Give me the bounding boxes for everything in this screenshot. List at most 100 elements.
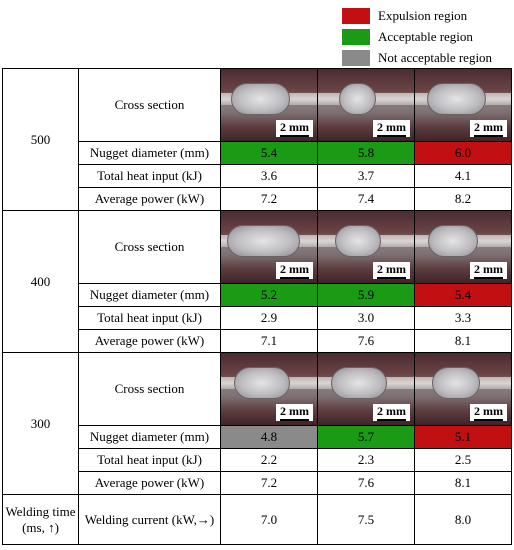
cross-section-image: 2 mm — [318, 353, 414, 425]
heat-input-value: 3.3 — [414, 306, 512, 330]
legend-swatch-not-acceptable — [342, 49, 370, 66]
average-power-value: 7.1 — [220, 329, 318, 353]
row-cross-section: 300 Cross section 2 mm 2 mm 2 mm — [2, 352, 512, 495]
nugget-diameter-value: 5.4 — [220, 141, 318, 165]
cross-section-image: 2 mm — [221, 211, 317, 283]
welding-results-table: 500 Cross section 2 mm 2 mm 2 mm Nugget diame… — [2, 68, 512, 545]
welding-current-value: 8.0 — [414, 494, 512, 545]
scale-label: 2 mm — [474, 404, 503, 418]
heat-input-value: 3.7 — [317, 164, 415, 188]
weld-nugget — [426, 83, 487, 115]
nugget-diameter-value: 5.8 — [317, 141, 415, 165]
legend: Expulsion region Acceptable region Not a… — [342, 5, 512, 68]
scale-label: 2 mm — [377, 262, 406, 276]
average-power-value: 7.6 — [317, 329, 415, 353]
label-average-power: Average power (kW) — [78, 471, 221, 495]
heat-input-value: 2.2 — [220, 448, 318, 472]
heat-input-value: 3.6 — [220, 164, 318, 188]
label-cross-section: Cross section — [78, 68, 221, 142]
average-power-value: 8.1 — [414, 329, 512, 353]
scale-label: 2 mm — [377, 120, 406, 134]
weld-nugget — [230, 83, 291, 115]
scale-bar-line — [280, 277, 309, 279]
scale-bar-line — [474, 135, 503, 137]
scale-bar: 2 mm — [373, 120, 410, 137]
weld-nugget — [432, 367, 481, 399]
scale-bar-line — [377, 135, 406, 137]
label-cross-section: Cross section — [78, 210, 221, 284]
legend-label-acceptable: Acceptable region — [378, 28, 473, 44]
legend-item-acceptable: Acceptable region — [342, 26, 512, 47]
nugget-diameter-value: 5.1 — [414, 425, 512, 449]
row-average-power: Average power (kW) 7.1 7.6 8.1 — [3, 329, 512, 353]
scale-label: 2 mm — [474, 262, 503, 276]
cross-section-image: 2 mm — [415, 69, 511, 141]
scale-bar: 2 mm — [276, 262, 313, 279]
scale-bar-line — [280, 419, 309, 421]
cross-section-image: 2 mm — [415, 353, 511, 425]
cross-section-cell: 2 mm — [317, 68, 415, 142]
label-heat-input: Total heat input (kJ) — [78, 164, 221, 188]
scale-bar: 2 mm — [470, 404, 507, 421]
cross-section-cell: 2 mm — [220, 68, 318, 142]
weld-nugget — [339, 83, 376, 115]
heat-input-value: 2.3 — [317, 448, 415, 472]
average-power-value: 7.2 — [220, 187, 318, 211]
scale-bar-line — [377, 419, 406, 421]
scale-bar: 2 mm — [470, 262, 507, 279]
label-nugget-diameter: Nugget diameter (mm) — [78, 283, 221, 307]
weld-nugget — [234, 367, 291, 399]
nugget-diameter-value: 5.9 — [317, 283, 415, 307]
cross-section-cell: 2 mm — [414, 352, 512, 426]
heat-input-value: 4.1 — [414, 164, 512, 188]
cross-section-cell: 2 mm — [220, 210, 318, 284]
cross-section-cell: 2 mm — [414, 210, 512, 284]
average-power-value: 7.6 — [317, 471, 415, 495]
cross-section-image: 2 mm — [221, 69, 317, 141]
legend-label-expulsion: Expulsion region — [378, 7, 468, 23]
scale-bar: 2 mm — [276, 404, 313, 421]
row-footer: Welding time (ms, ↑) Welding current (kW,… — [2, 494, 512, 545]
nugget-diameter-value: 5.2 — [220, 283, 318, 307]
cross-section-cell: 2 mm — [220, 352, 318, 426]
scale-bar-line — [474, 419, 503, 421]
scale-bar: 2 mm — [470, 120, 507, 137]
legend-item-expulsion: Expulsion region — [342, 5, 512, 26]
legend-swatch-expulsion — [342, 7, 370, 24]
cross-section-image: 2 mm — [415, 211, 511, 283]
nugget-diameter-value: 6.0 — [414, 141, 512, 165]
average-power-value: 8.1 — [414, 471, 512, 495]
welding-time-cell: 300 — [2, 352, 79, 495]
row-average-power: Average power (kW) 7.2 7.4 8.2 — [3, 187, 512, 211]
weld-nugget — [335, 225, 382, 257]
legend-swatch-acceptable — [342, 28, 370, 45]
cross-section-image: 2 mm — [221, 353, 317, 425]
welding-time-cell: 500 — [2, 68, 79, 211]
nugget-diameter-value: 5.4 — [414, 283, 512, 307]
scale-bar-line — [474, 277, 503, 279]
scale-label: 2 mm — [280, 262, 309, 276]
scale-label: 2 mm — [280, 120, 309, 134]
scale-label: 2 mm — [474, 120, 503, 134]
row-heat-input: Total heat input (kJ) 2.2 2.3 2.5 — [3, 448, 512, 472]
welding-current-value: 7.0 — [220, 494, 318, 545]
label-average-power: Average power (kW) — [78, 329, 221, 353]
scale-bar: 2 mm — [373, 262, 410, 279]
welding-current-header: Welding current (kW,→) — [78, 494, 221, 545]
label-heat-input: Total heat input (kJ) — [78, 448, 221, 472]
heat-input-value: 3.0 — [317, 306, 415, 330]
cross-section-cell: 2 mm — [317, 352, 415, 426]
heat-input-value: 2.9 — [220, 306, 318, 330]
cross-section-image: 2 mm — [318, 69, 414, 141]
welding-current-value: 7.5 — [317, 494, 415, 545]
weld-nugget — [428, 225, 479, 257]
label-nugget-diameter: Nugget diameter (mm) — [78, 141, 221, 165]
cross-section-cell: 2 mm — [414, 68, 512, 142]
label-cross-section: Cross section — [78, 352, 221, 426]
row-heat-input: Total heat input (kJ) 3.6 3.7 4.1 — [3, 164, 512, 188]
cross-section-image: 2 mm — [318, 211, 414, 283]
scale-label: 2 mm — [377, 404, 406, 418]
label-average-power: Average power (kW) — [78, 187, 221, 211]
average-power-value: 7.2 — [220, 471, 318, 495]
average-power-value: 8.2 — [414, 187, 512, 211]
